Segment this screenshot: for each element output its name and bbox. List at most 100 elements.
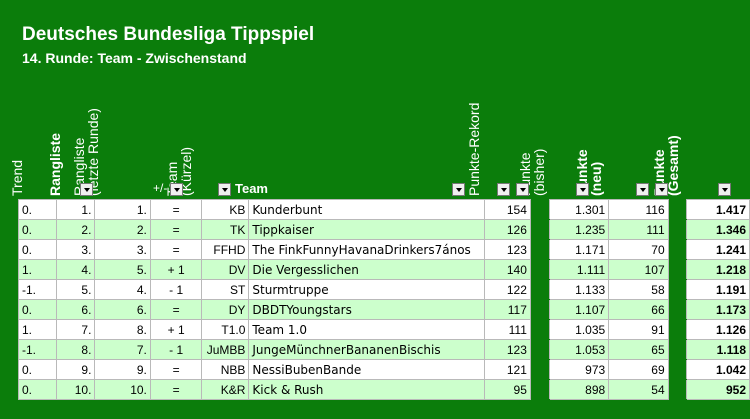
table-row[interactable]: 0. 10. 10. = K&R Kick & Rush 95 898 54 952 <box>18 379 750 400</box>
team-name-cell[interactable]: Die Vergesslichen <box>248 259 486 280</box>
gap-cell[interactable] <box>529 239 550 260</box>
points-new-cell[interactable]: 58 <box>608 279 669 300</box>
points-total-cell[interactable]: 1.241 <box>686 239 750 260</box>
team-name-cell[interactable]: DBDTYoungstars <box>248 299 486 320</box>
points-new-cell[interactable]: 66 <box>608 299 669 320</box>
trend-cell[interactable]: 0. <box>18 379 57 400</box>
team-name-cell[interactable]: Kunderbunt <box>248 199 486 220</box>
change-cell[interactable]: = <box>149 379 203 400</box>
points-before-cell[interactable]: 1.301 <box>548 199 610 220</box>
gap-cell[interactable] <box>529 299 550 320</box>
gap-cell[interactable] <box>667 239 688 260</box>
team-name-cell[interactable]: Sturmtruppe <box>248 279 486 300</box>
gap-cell[interactable] <box>529 259 550 280</box>
change-cell[interactable]: = <box>149 219 203 240</box>
gap-cell[interactable] <box>529 199 550 220</box>
points-new-cell[interactable]: 69 <box>608 359 669 380</box>
points-before-cell[interactable]: 1.133 <box>548 279 610 300</box>
points-total-cell[interactable]: 1.118 <box>686 339 750 360</box>
team-short-cell[interactable]: KB <box>201 199 250 220</box>
last-rank-cell[interactable]: 4. <box>94 279 151 300</box>
trend-cell[interactable]: 0. <box>18 299 57 320</box>
rank-cell[interactable]: 2. <box>55 219 96 240</box>
filter-rangliste-dropdown[interactable] <box>80 183 93 196</box>
team-short-cell[interactable]: JuMBB <box>201 339 250 360</box>
table-row[interactable]: -1. 8. 7. - 1 JuMBB JungeMünchnerBananenBisch… <box>18 339 750 360</box>
points-total-cell[interactable]: 1.191 <box>686 279 750 300</box>
gap-cell[interactable] <box>529 219 550 240</box>
team-name-cell[interactable]: Kick & Rush <box>248 379 486 400</box>
change-cell[interactable]: - 1 <box>149 339 203 360</box>
team-name-cell[interactable]: Tippkaiser <box>248 219 486 240</box>
change-cell[interactable]: + 1 <box>149 259 203 280</box>
table-row[interactable]: -1. 5. 4. - 1 ST Sturmtruppe 122 1.133 58 1.191 <box>18 279 750 300</box>
rank-cell[interactable]: 9. <box>55 359 96 380</box>
filter-plusminus-dropdown[interactable] <box>170 183 183 196</box>
table-row[interactable]: 1. 7. 8. + 1 T1.0 Team 1.0 111 1.035 91 1.126 <box>18 319 750 340</box>
team-short-cell[interactable]: DV <box>201 259 250 280</box>
record-cell[interactable]: 123 <box>484 239 531 260</box>
trend-cell[interactable]: 0. <box>18 219 57 240</box>
points-before-cell[interactable]: 1.035 <box>548 319 610 340</box>
filter-punkte-rekord-dropdown[interactable] <box>497 183 510 196</box>
last-rank-cell[interactable]: 5. <box>94 259 151 280</box>
rank-cell[interactable]: 4. <box>55 259 96 280</box>
gap-cell[interactable] <box>667 219 688 240</box>
team-short-cell[interactable]: K&R <box>201 379 250 400</box>
change-cell[interactable]: = <box>149 199 203 220</box>
gap-cell[interactable] <box>667 379 688 400</box>
table-row[interactable]: 0. 1. 1. = KB Kunderbunt 154 1.301 116 1.417 <box>18 199 750 220</box>
points-total-cell[interactable]: 952 <box>686 379 750 400</box>
team-name-cell[interactable]: The FinkFunnyHavanaDrinkers7ános <box>248 239 486 260</box>
points-before-cell[interactable]: 1.053 <box>548 339 610 360</box>
gap-cell[interactable] <box>667 259 688 280</box>
filter-gap-dropdown[interactable] <box>516 183 529 196</box>
change-cell[interactable]: + 1 <box>149 319 203 340</box>
points-before-cell[interactable]: 1.107 <box>548 299 610 320</box>
table-row[interactable]: 0. 2. 2. = TK Tippkaiser 126 1.235 111 1.346 <box>18 219 750 240</box>
points-total-cell[interactable]: 1.218 <box>686 259 750 280</box>
points-total-cell[interactable]: 1.042 <box>686 359 750 380</box>
record-cell[interactable]: 111 <box>484 319 531 340</box>
trend-cell[interactable]: 1. <box>18 259 57 280</box>
record-cell[interactable]: 154 <box>484 199 531 220</box>
gap-cell[interactable] <box>529 339 550 360</box>
points-new-cell[interactable]: 54 <box>608 379 669 400</box>
points-before-cell[interactable]: 1.171 <box>548 239 610 260</box>
record-cell[interactable]: 95 <box>484 379 531 400</box>
points-total-cell[interactable]: 1.417 <box>686 199 750 220</box>
table-row[interactable]: 0. 6. 6. = DY DBDTYoungstars 117 1.107 66 1.173 <box>18 299 750 320</box>
points-new-cell[interactable]: 91 <box>608 319 669 340</box>
rank-cell[interactable]: 3. <box>55 239 96 260</box>
points-new-cell[interactable]: 70 <box>608 239 669 260</box>
team-short-cell[interactable]: DY <box>201 299 250 320</box>
rank-cell[interactable]: 1. <box>55 199 96 220</box>
last-rank-cell[interactable]: 6. <box>94 299 151 320</box>
filter-punkte-neu-dropdown[interactable] <box>636 183 649 196</box>
change-cell[interactable]: = <box>149 239 203 260</box>
rank-cell[interactable]: 7. <box>55 319 96 340</box>
last-rank-cell[interactable]: 3. <box>94 239 151 260</box>
record-cell[interactable]: 117 <box>484 299 531 320</box>
gap-cell[interactable] <box>529 379 550 400</box>
last-rank-cell[interactable]: 8. <box>94 319 151 340</box>
table-row[interactable]: 1. 4. 5. + 1 DV Die Vergesslichen 140 1.111 107 1… <box>18 259 750 280</box>
team-short-cell[interactable]: T1.0 <box>201 319 250 340</box>
points-before-cell[interactable]: 1.235 <box>548 219 610 240</box>
gap-cell[interactable] <box>529 319 550 340</box>
last-rank-cell[interactable]: 7. <box>94 339 151 360</box>
gap-cell[interactable] <box>667 359 688 380</box>
gap-cell[interactable] <box>667 339 688 360</box>
rank-cell[interactable]: 5. <box>55 279 96 300</box>
points-before-cell[interactable]: 898 <box>548 379 610 400</box>
filter-punkte-bisher-dropdown[interactable] <box>576 183 589 196</box>
last-rank-cell[interactable]: 2. <box>94 219 151 240</box>
trend-cell[interactable]: 1. <box>18 319 57 340</box>
last-rank-cell[interactable]: 1. <box>94 199 151 220</box>
points-new-cell[interactable]: 107 <box>608 259 669 280</box>
team-short-cell[interactable]: ST <box>201 279 250 300</box>
gap-cell[interactable] <box>529 359 550 380</box>
change-cell[interactable]: - 1 <box>149 279 203 300</box>
last-rank-cell[interactable]: 10. <box>94 379 151 400</box>
points-total-cell[interactable]: 1.173 <box>686 299 750 320</box>
